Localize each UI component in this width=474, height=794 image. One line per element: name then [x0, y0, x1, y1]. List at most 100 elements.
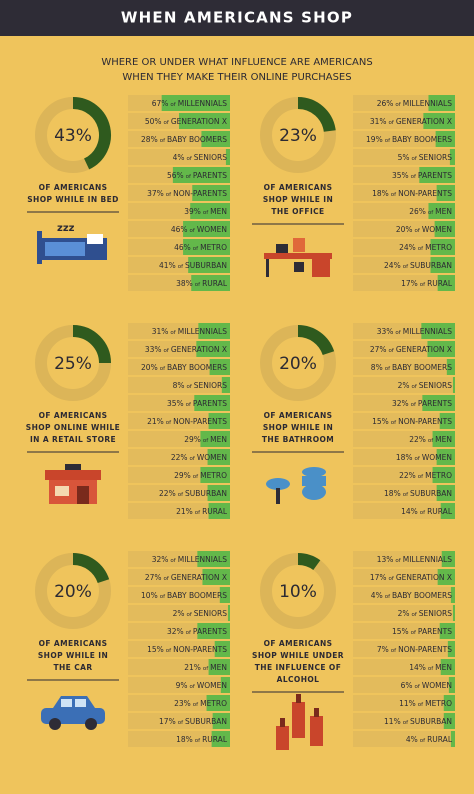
- caption: SHOP WHILE IN BED: [27, 195, 119, 204]
- row-bar: [200, 431, 230, 447]
- row-group: PARENTS: [418, 399, 452, 408]
- row-group: RURAL: [427, 507, 453, 516]
- row-bg: [353, 359, 455, 375]
- row-bar: [449, 149, 455, 165]
- donut-label: 23%: [279, 126, 317, 146]
- row-value: 20%: [141, 363, 158, 372]
- row-value: 24%: [399, 243, 416, 252]
- row-group: METRO: [425, 243, 452, 252]
- row-bg: [128, 413, 230, 429]
- row-value: 27%: [370, 345, 387, 354]
- caption: SHOP WHILE IN: [263, 423, 333, 432]
- row-value: 22%: [159, 489, 176, 498]
- icon: [276, 244, 288, 253]
- row-connector: of: [428, 666, 434, 672]
- row-bg: [128, 449, 230, 465]
- row-value: 8%: [173, 381, 185, 390]
- row-group: BABY BOOMERS: [392, 591, 452, 600]
- row-bar: [436, 449, 455, 465]
- row-group: WOMEN: [422, 225, 452, 234]
- row-bar: [214, 641, 230, 657]
- row-value: 18%: [372, 189, 389, 198]
- row-group: BABY BOOMERS: [392, 363, 452, 372]
- row-bg: [128, 485, 230, 501]
- row-bar: [422, 395, 455, 411]
- row-group: WOMEN: [422, 453, 452, 462]
- row-bg: [353, 677, 455, 693]
- row-label: 14% of RURAL: [401, 507, 453, 516]
- row-label: 2% of SENIORS: [398, 609, 453, 618]
- row-label: 8% of BABY BOOMERS: [371, 363, 452, 372]
- row-label: 38% of RURAL: [176, 279, 228, 288]
- row-bar: [208, 413, 230, 429]
- row-bar: [194, 395, 230, 411]
- row-bg: [353, 221, 455, 237]
- row-bg: [353, 641, 455, 657]
- row-bar: [448, 677, 455, 693]
- row-bg: [353, 551, 455, 567]
- row-value: 11%: [399, 699, 416, 708]
- row-bg: [353, 731, 455, 747]
- row-group: RURAL: [427, 735, 453, 744]
- row-connector: of: [193, 474, 199, 480]
- row-label: 21% of RURAL: [176, 507, 228, 516]
- row-bg: [128, 695, 230, 711]
- row-label: 24% of METRO: [399, 243, 452, 252]
- icon: [75, 699, 86, 707]
- row-connector: of: [170, 330, 176, 336]
- caption: OF AMERICANS: [264, 183, 333, 192]
- row-connector: of: [411, 630, 417, 636]
- caption: OF AMERICANS: [39, 639, 108, 648]
- row-bar: [188, 257, 230, 273]
- row-bar: [172, 167, 230, 183]
- row-group: MEN: [435, 207, 452, 216]
- row-connector: of: [186, 630, 192, 636]
- row-value: 39%: [184, 207, 201, 216]
- row-label: 4% of BABY BOOMERS: [371, 591, 452, 600]
- row-bar: [443, 713, 455, 729]
- row-group: GENERATION X: [396, 117, 452, 126]
- row-value: 21%: [176, 507, 193, 516]
- row-connector: of: [178, 492, 184, 498]
- row-group: GENERATION X: [171, 345, 227, 354]
- row-label: 10% of BABY BOOMERS: [141, 591, 227, 600]
- row-connector: of: [389, 120, 395, 126]
- caption: SHOP WHILE IN: [263, 195, 333, 204]
- row-connector: of: [389, 576, 395, 582]
- row-label: 22% of SUBURBAN: [159, 489, 227, 498]
- icon: [87, 234, 103, 244]
- row-bar: [430, 239, 455, 255]
- row-group: SUBURBAN: [185, 717, 227, 726]
- row-value: 29%: [174, 471, 191, 480]
- caption: OF AMERICANS: [264, 639, 333, 648]
- row-value: 17%: [370, 573, 387, 582]
- icon: [77, 486, 89, 504]
- row-bar: [197, 551, 230, 567]
- row-label: 17% of SUBURBAN: [159, 717, 227, 726]
- row-value: 4%: [371, 591, 383, 600]
- row-label: 15% of PARENTS: [392, 627, 452, 636]
- icon: [276, 488, 280, 504]
- row-group: NON-PARENTS: [173, 645, 227, 654]
- caption: THE BATHROOM: [262, 435, 334, 444]
- row-bar: [212, 713, 230, 729]
- row-value: 6%: [401, 681, 413, 690]
- row-value: 10%: [141, 591, 158, 600]
- row-bar: [452, 377, 455, 393]
- row-bar: [421, 323, 455, 339]
- row-group: NON-PARENTS: [173, 189, 227, 198]
- row-bar: [441, 551, 455, 567]
- icon: [276, 726, 289, 750]
- row-group: SENIORS: [419, 153, 452, 162]
- row-connector: of: [385, 366, 391, 372]
- row-bg: [353, 467, 455, 483]
- donut-arc: [297, 325, 335, 356]
- donut-label: 25%: [54, 354, 92, 374]
- row-bar: [225, 149, 230, 165]
- row-label: 22% of WOMEN: [171, 453, 227, 462]
- icon: [49, 718, 61, 730]
- icon: [45, 470, 101, 480]
- row-group: NON-PARENTS: [398, 417, 452, 426]
- row-connector: of: [415, 684, 421, 690]
